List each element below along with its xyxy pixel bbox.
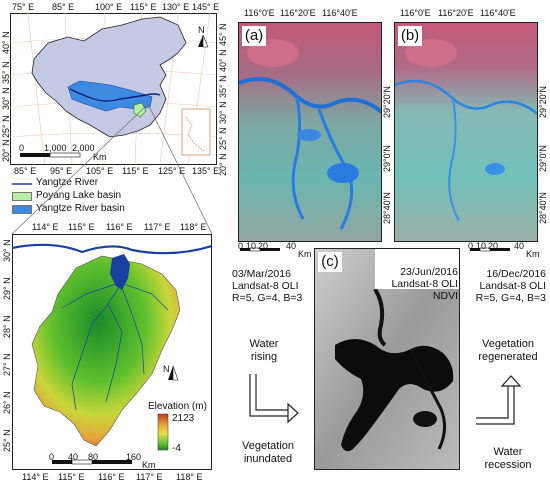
- satellite-image-b: [395, 23, 537, 241]
- scale-unit: Km: [526, 249, 540, 259]
- lon-label: 116° E: [106, 222, 133, 232]
- lon-label: 115° E: [68, 222, 95, 232]
- scale-label: 2,000: [72, 143, 95, 153]
- lon-label: 116° E: [98, 472, 125, 482]
- lat-label: 25° N: [2, 429, 12, 452]
- lon-label: 114° E: [32, 222, 59, 232]
- scale-label: 40: [514, 241, 525, 251]
- scale-label: 20: [258, 241, 269, 251]
- satellite-panel-a: (a): [238, 22, 382, 242]
- panel-label: (b): [398, 26, 422, 46]
- panel-label: (c): [318, 252, 342, 272]
- lon-label: 116°20'E: [280, 8, 316, 18]
- legend-label: Yangtze River basin: [36, 203, 125, 214]
- elevation-max: 2123: [172, 413, 195, 424]
- lat-label: 26° N: [2, 391, 12, 414]
- scale-label: 0: [19, 143, 25, 153]
- lon-label: 114° E: [22, 472, 49, 482]
- north-arrow-icon: [198, 34, 209, 48]
- north-label: N: [198, 25, 205, 35]
- satellite-panel-b: (b): [394, 22, 538, 242]
- lon-label: 145° E: [192, 2, 220, 12]
- lon-label: 118° E: [180, 222, 207, 232]
- scale-unit: Km: [142, 460, 156, 470]
- scale-label: 10: [246, 241, 257, 251]
- lat-label: 29°20'N: [538, 86, 548, 118]
- lon-label: 116°20'E: [438, 8, 474, 18]
- scale-bar: [470, 247, 510, 252]
- lon-label: 117° E: [136, 472, 163, 482]
- ndvi-panel-c: (c): [314, 248, 460, 470]
- legend-label: Yangtze River: [36, 177, 99, 188]
- legend-item: Yangtze River basin: [12, 204, 212, 216]
- scale-label: 10: [476, 241, 487, 251]
- china-map-frame: [10, 13, 217, 165]
- lon-label: 115° E: [58, 472, 85, 482]
- elevation-title: Elevation (m): [148, 401, 207, 412]
- lat-label: 29° N: [2, 277, 12, 300]
- lon-label: 130° E: [162, 2, 190, 12]
- north-arrow-icon: [168, 365, 179, 381]
- info-b: 16/Dec/2016 Landsat-8 OLI R=5, G=4, B=3: [475, 268, 546, 304]
- lon-label: 100° E: [95, 2, 123, 12]
- lat-label: 28°40'N: [538, 192, 548, 224]
- scale-label: 40: [286, 241, 297, 251]
- north-label: N: [163, 364, 170, 374]
- lat-label: 29°20'N: [382, 86, 392, 118]
- yangtze-basin: [67, 80, 153, 112]
- lon-label: 85° E: [52, 2, 75, 12]
- lat-label: 28°40'N: [382, 192, 392, 224]
- scale-label: 0: [468, 241, 474, 251]
- scale-unit: Km: [93, 152, 107, 162]
- lon-label: 116°0'E: [244, 8, 275, 18]
- yangtze-river: [69, 88, 161, 102]
- lat-label: 28° N: [2, 315, 12, 338]
- lon-label: 117° E: [144, 222, 171, 232]
- legend-item: Poyang Lake basin: [12, 191, 212, 203]
- lon-label: 85° E: [14, 166, 37, 176]
- lon-label: 75° E: [12, 2, 35, 12]
- lon-label: 115° E: [122, 166, 149, 176]
- poyang-lake: [110, 254, 130, 290]
- lat-label: 29°0'N: [538, 145, 548, 172]
- lon-label: 105° E: [86, 166, 114, 176]
- lon-label: 116°40'E: [322, 8, 358, 18]
- info-c: 23/Jun/2016 Landsat-8 OLI NDVI: [391, 266, 458, 302]
- info-a: 03/Mar/2016 Landsat-8 OLI R=5, G=4, B=3: [232, 268, 303, 304]
- scale-label: 0: [49, 452, 55, 462]
- lon-label: 135° E: [192, 166, 220, 176]
- scale-label: 1,000: [44, 143, 67, 153]
- lat-label: 30° N: [2, 239, 12, 262]
- annotation-veg-regenerated: Vegetation regenerated: [478, 338, 538, 363]
- satellite-image-a: [239, 23, 381, 241]
- scale-label: 20: [488, 241, 499, 251]
- elevation-min: -4: [172, 443, 181, 454]
- lon-label: 125° E: [158, 166, 186, 176]
- lat-label: 27° N: [2, 353, 12, 376]
- arrow-right-up-icon: [476, 375, 522, 425]
- scale-label: 40: [68, 452, 79, 462]
- annotation-veg-inundated: Vegetation inundated: [242, 440, 294, 465]
- arrow-down-right-icon: [249, 374, 299, 424]
- legend-label: Poyang Lake basin: [36, 190, 122, 201]
- scale-label: 0: [238, 241, 244, 251]
- scale-label: 80: [88, 452, 99, 462]
- lon-label: 115° E: [130, 2, 157, 12]
- legend-item: Yangtze River: [12, 178, 212, 190]
- panel-label: (a): [242, 26, 266, 46]
- scale-bar: [240, 247, 280, 252]
- poyang-basin-dem: [31, 255, 181, 447]
- lat-label: 29°0'N: [382, 145, 392, 172]
- lon-label: 116°40'E: [480, 8, 516, 18]
- lon-label: 95° E: [50, 166, 73, 176]
- lon-label: 116°0'E: [400, 8, 431, 18]
- annotation-water-recession: Water recession: [484, 446, 532, 471]
- annotation-water-rising: Water rising: [249, 338, 279, 363]
- dem-map-frame: [12, 234, 212, 470]
- poyang-basin: [133, 102, 147, 118]
- lon-label: 118° E: [176, 472, 203, 482]
- scale-label: 160: [126, 452, 142, 462]
- scale-unit: Km: [298, 249, 312, 259]
